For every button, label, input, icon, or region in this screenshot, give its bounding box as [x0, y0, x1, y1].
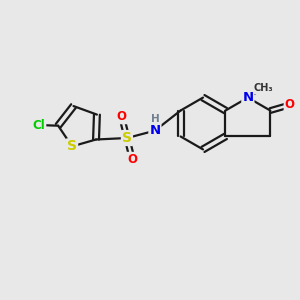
Text: S: S — [67, 140, 77, 153]
Text: Cl: Cl — [33, 118, 45, 131]
Text: H: H — [152, 115, 160, 124]
Text: O: O — [127, 153, 137, 166]
Text: N: N — [149, 124, 161, 137]
Text: CH₃: CH₃ — [254, 83, 274, 94]
Text: N: N — [242, 91, 253, 104]
Text: O: O — [117, 110, 127, 123]
Text: O: O — [285, 98, 295, 112]
Text: S: S — [122, 131, 132, 145]
